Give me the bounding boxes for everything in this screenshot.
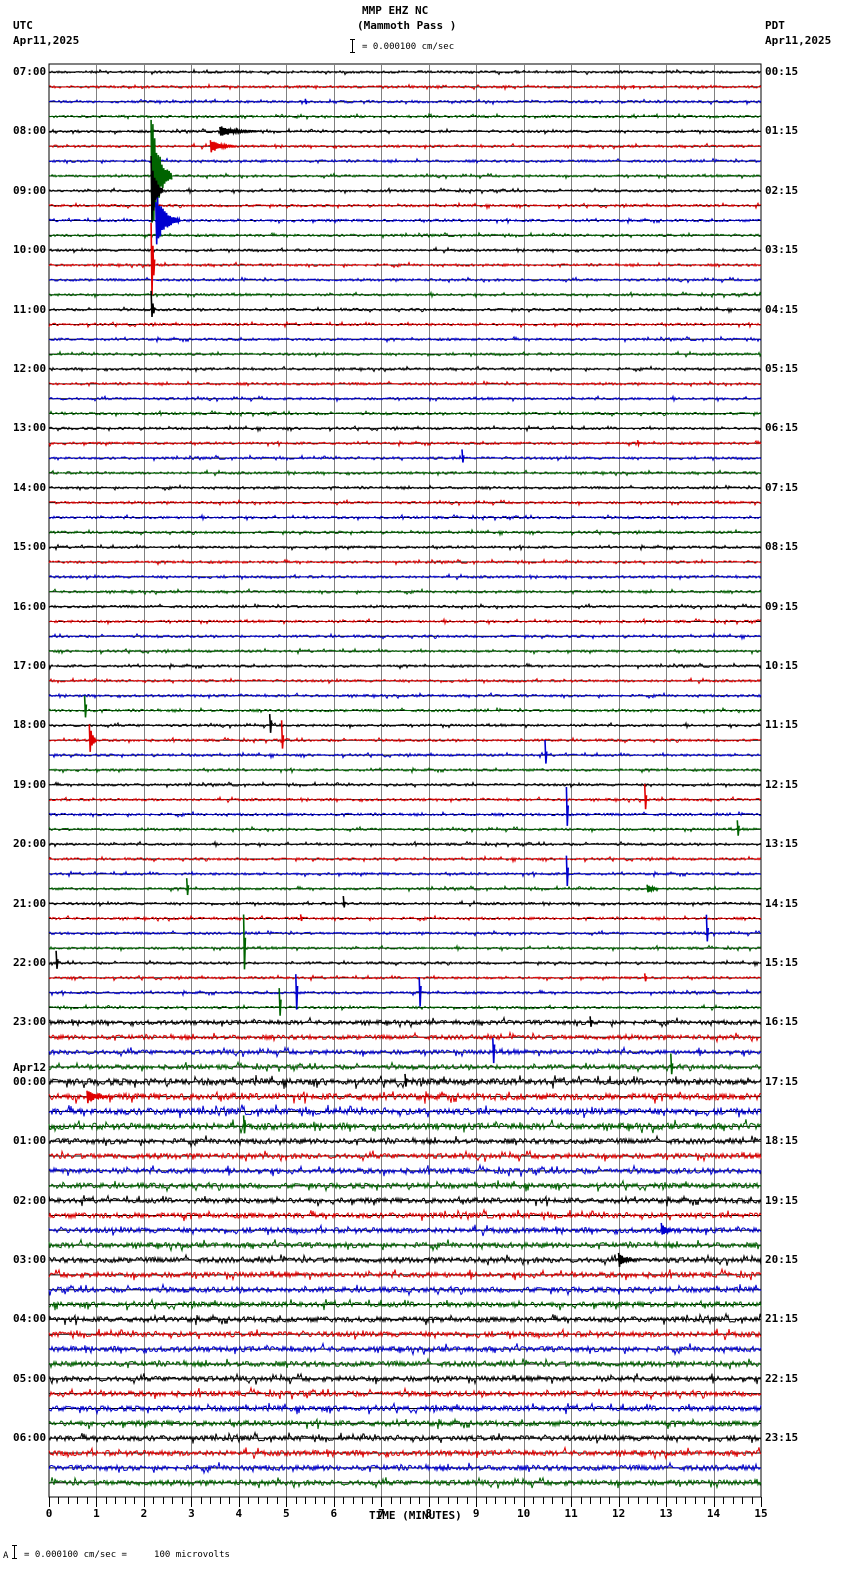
pdt-hour-label: 03:15 xyxy=(765,243,799,257)
x-axis-title: TIME (MINUTES) xyxy=(369,1509,462,1522)
x-tick-label: 7 xyxy=(377,1507,385,1520)
x-tick-label: 15 xyxy=(754,1507,768,1520)
left-date: Apr11,2025 xyxy=(13,34,80,47)
utc-hour-label: 02:00 xyxy=(13,1193,47,1207)
utc-hour-label: 10:00 xyxy=(13,243,47,257)
utc-hour-label: 00:00 xyxy=(13,1074,47,1088)
pdt-hour-label: 23:15 xyxy=(765,1431,799,1445)
utc-hour-label: 14:00 xyxy=(13,480,47,494)
pdt-hour-label: 12:15 xyxy=(765,777,799,791)
pdt-hour-label: 06:15 xyxy=(765,421,799,435)
pdt-hour-label: 16:15 xyxy=(765,1015,799,1029)
pdt-hour-label: 01:15 xyxy=(765,124,799,138)
pdt-hour-label: 11:15 xyxy=(765,718,799,732)
footer-scale-bar-icon xyxy=(12,1545,20,1559)
pdt-hour-label: 22:15 xyxy=(765,1371,799,1385)
x-tick-label: 13 xyxy=(659,1507,673,1520)
utc-hour-label: 16:00 xyxy=(13,599,47,613)
x-tick-label: 12 xyxy=(611,1507,626,1520)
pdt-hour-label: 05:15 xyxy=(765,362,799,375)
pdt-hour-label: 17:15 xyxy=(765,1074,799,1088)
x-tick-label: 2 xyxy=(140,1507,148,1520)
x-tick-label: 10 xyxy=(517,1507,531,1520)
pdt-hour-label: 19:15 xyxy=(765,1193,799,1207)
pdt-hour-label: 14:15 xyxy=(765,896,799,910)
utc-hour-label: 11:00 xyxy=(13,302,47,316)
x-tick-label: 1 xyxy=(93,1507,100,1520)
x-tick-label: 0 xyxy=(45,1507,53,1520)
utc-hour-label: 18:00 xyxy=(13,718,47,732)
pdt-hour-label: 21:15 xyxy=(765,1312,799,1326)
utc-hour-label: 17:00 xyxy=(13,659,47,672)
utc-hour-label: 07:00 xyxy=(13,65,47,78)
x-tick-label: 5 xyxy=(283,1507,290,1520)
utc-hour-label: 13:00 xyxy=(13,421,47,435)
pdt-hour-label: 00:15 xyxy=(765,65,799,78)
pdt-hour-label: 09:15 xyxy=(765,599,799,613)
left-timezone: UTC xyxy=(13,19,33,32)
x-tick-label: 11 xyxy=(564,1507,578,1520)
utc-hour-label: 12:00 xyxy=(13,362,47,375)
utc-hour-label: 23:00 xyxy=(13,1015,47,1029)
utc-hour-label: 06:00 xyxy=(13,1431,47,1445)
x-tick-label: 3 xyxy=(188,1507,195,1520)
utc-hour-label: 20:00 xyxy=(13,837,47,851)
pdt-hour-label: 08:15 xyxy=(765,540,799,554)
x-tick-label: 4 xyxy=(235,1507,243,1520)
footer-scale-text: = 0.000100 cm/sec = 100 microvolts xyxy=(24,1550,230,1560)
utc-hour-label: 04:00 xyxy=(13,1312,47,1326)
station-title: MMP EHZ NC xyxy=(362,4,429,17)
x-tick-label: 14 xyxy=(706,1507,721,1520)
utc-hour-label: 19:00 xyxy=(13,777,47,791)
pdt-hour-label: 07:15 xyxy=(765,480,799,494)
utc-hour-label: 22:00 xyxy=(13,956,47,969)
utc-hour-label: 01:00 xyxy=(13,1134,47,1148)
date-change-label: Apr12 xyxy=(13,1060,47,1074)
scale-text: = 0.000100 cm/sec xyxy=(362,42,455,52)
x-tick-label: 8 xyxy=(425,1507,433,1520)
right-timezone: PDT xyxy=(765,19,785,32)
scale-bar-icon xyxy=(350,39,358,53)
station-location: (Mammoth Pass ) xyxy=(357,19,457,32)
pdt-hour-label: 15:15 xyxy=(765,956,799,969)
pdt-hour-label: 10:15 xyxy=(765,659,799,672)
utc-hour-label: 15:00 xyxy=(13,540,47,554)
utc-hour-label: 08:00 xyxy=(13,124,47,138)
utc-hour-label: 03:00 xyxy=(13,1253,47,1266)
x-tick-label: 9 xyxy=(472,1507,480,1520)
pdt-hour-label: 18:15 xyxy=(765,1134,799,1148)
x-tick-label: 6 xyxy=(330,1507,338,1520)
pdt-hour-label: 20:15 xyxy=(765,1253,799,1266)
right-date: Apr11,2025 xyxy=(765,34,832,47)
pdt-hour-label: 04:15 xyxy=(765,302,799,316)
footer-marker: A xyxy=(3,1551,9,1561)
utc-hour-label: 05:00 xyxy=(13,1371,47,1385)
utc-hour-label: 09:00 xyxy=(13,183,47,197)
utc-hour-label: 21:00 xyxy=(13,896,47,910)
pdt-hour-label: 02:15 xyxy=(765,183,799,197)
pdt-hour-label: 13:15 xyxy=(765,837,799,851)
